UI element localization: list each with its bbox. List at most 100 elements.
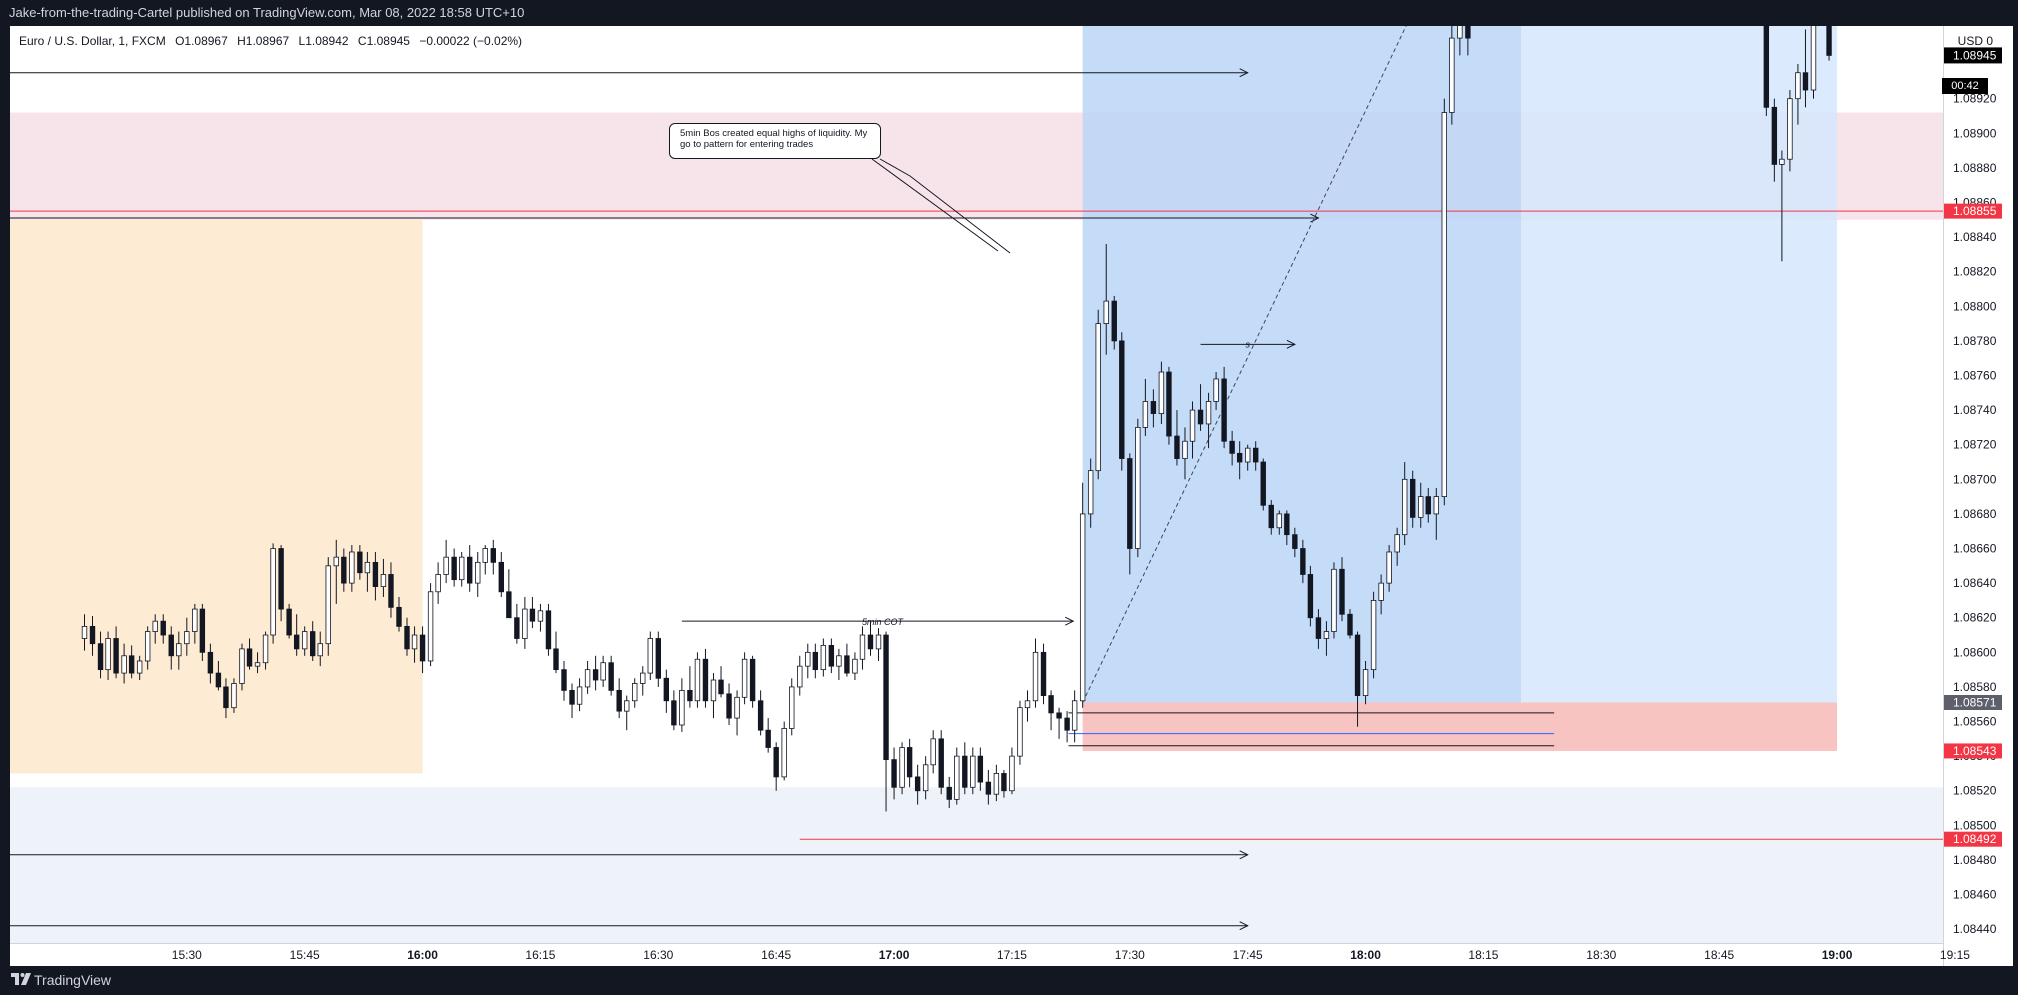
candle-body — [325, 565, 331, 645]
legend-high: H1.08967 — [237, 34, 290, 48]
candle — [749, 655, 756, 708]
time-tick-label: 19:00 — [1822, 948, 1853, 962]
candle-body — [451, 556, 457, 581]
candle — [836, 648, 842, 681]
time-tick-label: 16:15 — [525, 948, 555, 962]
candle-body — [671, 700, 677, 726]
candle — [1401, 462, 1408, 546]
candle — [419, 626, 426, 674]
candle-body — [553, 648, 559, 671]
legend-symbol[interactable]: Euro / U.S. Dollar, 1, FXCM — [19, 34, 166, 48]
candle-body — [1213, 378, 1219, 402]
candle-body — [357, 551, 363, 574]
candle-body — [207, 651, 214, 674]
candle — [1362, 660, 1369, 705]
publish-header: Jake-from-the-trading-Cartel published o… — [0, 0, 2018, 26]
candle-body — [1017, 707, 1023, 757]
price-chart[interactable]: 5min COTs1.084401.084601.084801.085001.0… — [10, 26, 2013, 966]
candle-body — [435, 574, 441, 593]
candle-body — [380, 574, 387, 587]
candle — [458, 551, 465, 587]
candle — [128, 645, 135, 679]
time-tick-label: 17:30 — [1115, 948, 1145, 962]
candle — [215, 660, 222, 691]
tradingview-logo-icon[interactable] — [11, 972, 31, 988]
candle-body — [1370, 600, 1377, 671]
candle-body — [930, 738, 936, 766]
candle-body — [467, 556, 473, 584]
legend-change: −0.00022 (−0.02%) — [419, 34, 523, 48]
time-tick-label: 17:00 — [879, 948, 910, 962]
candle-body — [1182, 440, 1188, 459]
candle-body — [805, 651, 811, 667]
candle-body — [1150, 401, 1157, 414]
candle-body — [1174, 435, 1180, 459]
candle — [89, 615, 96, 656]
candle-body — [954, 755, 960, 800]
chart-area[interactable]: 5min COT s 1.08440 1.08460 1.08480 1.08500 1.0… — [10, 26, 2013, 966]
candle — [726, 683, 732, 725]
candle — [1087, 458, 1094, 528]
candle — [1276, 510, 1282, 535]
candle — [529, 596, 536, 629]
candle — [1135, 418, 1141, 558]
candle — [1331, 562, 1337, 639]
candle — [1779, 150, 1785, 262]
candle-body — [970, 755, 976, 788]
candle-body — [404, 625, 410, 650]
candle — [1307, 565, 1314, 627]
time-tick-label: 18:45 — [1704, 948, 1734, 962]
candle-body — [1787, 98, 1793, 160]
candle-body — [317, 643, 323, 657]
candle-body — [411, 634, 418, 650]
brand-name[interactable]: TradingView — [34, 972, 112, 988]
candle — [1244, 444, 1251, 471]
price-tick-label: 1.08520 — [1953, 784, 1997, 798]
candle — [522, 596, 528, 649]
candle — [514, 603, 520, 644]
candle — [789, 678, 795, 736]
candle — [246, 638, 253, 670]
candle-body — [828, 645, 835, 667]
candle — [914, 764, 921, 805]
candle-body — [1425, 496, 1431, 515]
callout-pointer-line — [871, 158, 999, 252]
cot-label: 5min COT — [862, 617, 905, 627]
candle — [451, 548, 457, 587]
candle — [946, 776, 952, 809]
candle-body — [773, 747, 779, 778]
candle-body — [545, 610, 552, 650]
price-tick-label: 1.08440 — [1953, 922, 1997, 936]
candle — [310, 621, 316, 661]
candle — [1001, 769, 1007, 798]
candle-body — [270, 548, 276, 636]
candle — [576, 678, 583, 712]
candle — [970, 747, 976, 795]
legend-close: C1.08945 — [357, 34, 410, 48]
candle — [1024, 690, 1031, 722]
candle-body — [113, 638, 119, 674]
candle-body — [679, 689, 685, 726]
currency-label[interactable]: USD 0 — [1957, 34, 1993, 48]
candle-body — [1260, 461, 1266, 506]
candle — [475, 551, 481, 597]
candle — [176, 631, 182, 670]
candle-body — [136, 660, 143, 674]
candle — [797, 655, 803, 696]
candle-body — [341, 556, 347, 584]
candle — [616, 678, 622, 719]
candle — [545, 603, 552, 656]
candle-body — [1465, 26, 1471, 39]
candle — [883, 631, 889, 812]
candle-body — [1071, 700, 1078, 731]
price-tick-label: 1.08780 — [1953, 334, 1997, 348]
callout-note[interactable]: 5min Bos created equal highs of liquidit… — [669, 123, 881, 159]
candle — [1763, 26, 1770, 116]
candle — [985, 769, 992, 805]
candle — [498, 551, 505, 597]
candle-body — [239, 648, 245, 684]
candle — [1071, 690, 1078, 743]
candle — [1111, 295, 1117, 350]
candle-body — [396, 606, 402, 627]
candle — [333, 539, 339, 604]
